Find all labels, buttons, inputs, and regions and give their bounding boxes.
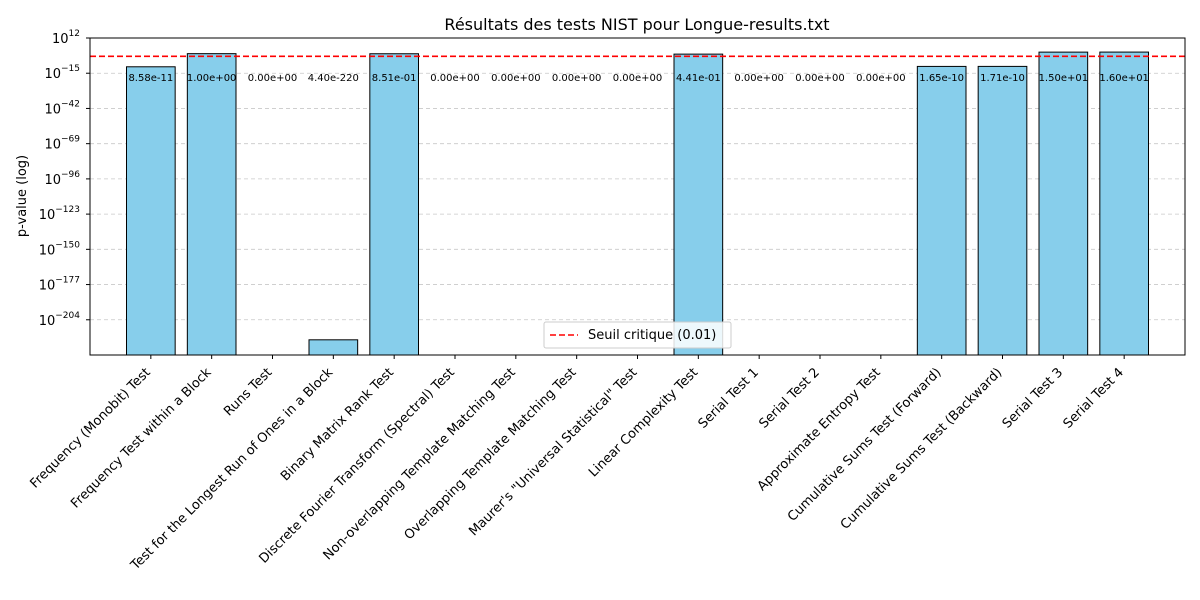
bar	[977, 65, 1028, 356]
bar	[1038, 51, 1089, 356]
y-tick-label: 10−123	[39, 205, 80, 223]
x-tick-label: Serial Test 1	[696, 365, 762, 431]
bar-value-label: 4.41e-01	[676, 73, 721, 84]
bar	[369, 53, 420, 356]
x-tick-label: Runs Test	[221, 365, 275, 419]
legend-box	[543, 321, 732, 349]
x-tick-label: Linear Complexity Test	[586, 365, 701, 480]
x-tick-label: Approximate Entropy Test	[755, 365, 884, 494]
legend: Seuil critique (0.01)	[543, 321, 732, 349]
bars	[126, 51, 1150, 356]
x-tick-label: Serial Test 4	[1061, 365, 1127, 431]
bar	[186, 53, 237, 356]
bar-value-label: 0.00e+00	[248, 73, 298, 84]
y-tick-label: 1012	[52, 29, 80, 47]
bar	[916, 65, 967, 356]
y-tick-label: 10−150	[39, 240, 81, 258]
bar-value-label: 0.00e+00	[734, 73, 784, 84]
bar-value-label: 8.51e-01	[372, 73, 417, 84]
y-axis-ticks: 1012 10−15 10−42 10−69 10−96 10−123 10−150 10−1…	[39, 29, 90, 329]
bar-value-label: 1.71e-10	[980, 73, 1025, 84]
y-tick-label: 10−69	[44, 135, 80, 153]
bar-value-label: 0.00e+00	[613, 73, 663, 84]
bar-value-label: 1.00e+00	[187, 73, 237, 84]
bar-value-label: 0.00e+00	[856, 73, 906, 84]
x-tick-label: Serial Test 3	[1000, 365, 1066, 431]
bar-value-label: 4.40e-220	[308, 73, 359, 84]
chart-title: Résultats des tests NIST pour Longue-res…	[444, 15, 829, 34]
bar-value-label: 8.58e-11	[128, 73, 173, 84]
bar-value-label: 1.65e-10	[919, 73, 964, 84]
x-tick-label: Serial Test 2	[756, 365, 822, 431]
y-tick-label: 10−96	[44, 170, 80, 188]
bar	[673, 53, 724, 356]
y-tick-label: 10−204	[39, 311, 81, 329]
bar-value-label: 1.60e+01	[1099, 73, 1149, 84]
bar	[1099, 51, 1150, 356]
x-tick-label: Test for the Longest Run of Ones in a Bl…	[128, 365, 337, 574]
y-tick-label: 10−177	[39, 276, 80, 294]
bar-value-label: 0.00e+00	[795, 73, 845, 84]
y-tick-label: 10−15	[44, 64, 80, 82]
bar-value-label: 0.00e+00	[552, 73, 602, 84]
bar	[308, 339, 359, 356]
grid-lines	[90, 37, 1185, 321]
bar-value-label: 0.00e+00	[491, 73, 541, 84]
legend-threshold-label: Seuil critique (0.01)	[588, 328, 716, 343]
bar-value-label: 1.50e+01	[1039, 73, 1089, 84]
x-tick-label: Frequency (Monobit) Test	[27, 365, 153, 491]
y-tick-label: 10−42	[44, 99, 80, 117]
data-labels: 8.58e-11 1.00e+00 0.00e+00 4.40e-220 8.51e-0…	[128, 73, 1148, 84]
bar-value-label: 0.00e+00	[430, 73, 480, 84]
bar	[126, 66, 176, 356]
y-axis-label: p-value (log)	[15, 155, 30, 237]
x-tick-label: Binary Matrix Rank Test	[278, 365, 397, 484]
